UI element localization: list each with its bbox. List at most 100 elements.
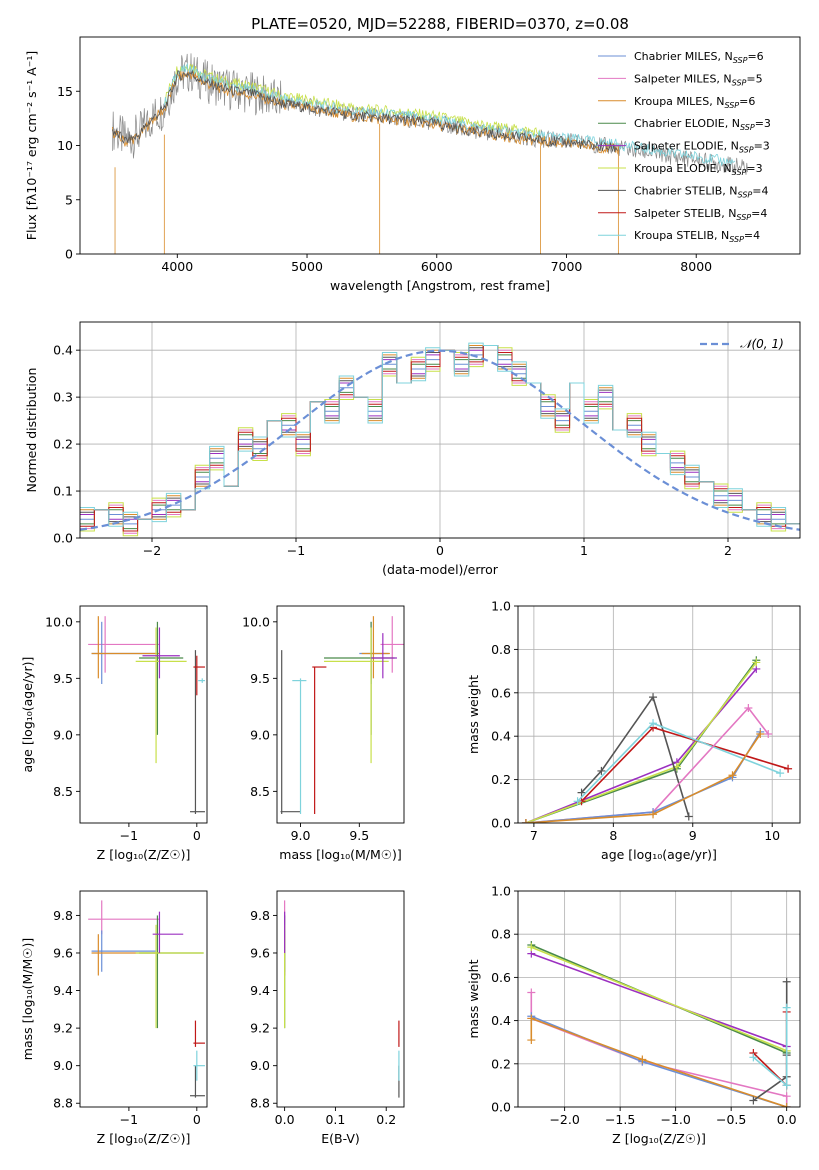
series-point-salpeter_miles (527, 988, 536, 997)
plot-area-residuals (80, 342, 800, 537)
legend-label: 𝒩(0, 1) (740, 337, 784, 351)
series-line-kroupa_elodie (525, 661, 757, 823)
y-tick-label: 0.4 (53, 343, 73, 358)
series-point-kroupa_miles (649, 810, 658, 819)
model-line-kroupa_miles (112, 70, 619, 155)
legend-text: Chabrier MILES, N (634, 50, 733, 63)
x-tick-label: 7000 (551, 259, 583, 274)
y-tick-label: 1.0 (491, 599, 511, 614)
y-tick-label: 15 (57, 84, 73, 99)
y-tick-label: 9.0 (250, 1058, 270, 1073)
y-tick-label: 9.8 (250, 908, 270, 923)
y-tick-label: 8.8 (250, 1096, 270, 1111)
panel-age_vs_mass: 9.0 9.5 8.5 9.0 9.5 10.0 mass [log₁₀(M/M☉)] (242, 605, 405, 862)
y-tick-label: 0.4 (491, 729, 511, 744)
axes-frame (79, 890, 208, 1108)
plot-area-spectrum (112, 53, 748, 254)
y-tick-label: 0.4 (491, 1013, 511, 1028)
x-tick-label: −1 (120, 1112, 138, 1127)
page-title: PLATE=0520, MJD=52288, FIBERID=0370, z=0… (251, 15, 629, 33)
series-point-kroupa_miles (756, 730, 765, 739)
series-point-kroupa_elodie (527, 943, 536, 952)
panel-mass_vs_z: −1 0 8.8 9.0 9.2 9.4 9.6 9.8 Z [log₁₀(Z/Z☉)] mass… (20, 890, 208, 1146)
legend-subscript: SSP (738, 190, 753, 199)
legend-label: Kroupa MILES, NSSP=6 (634, 95, 755, 110)
panel-age_vs_z: −1 0 8.5 9.0 9.5 10.0 Z [log₁₀(Z/Z☉)] age [log₁… (20, 605, 208, 862)
legend-suffix: =6 (739, 95, 755, 108)
series-point-kroupa_miles (782, 1103, 791, 1107)
series-point-kroupa_stelib (573, 797, 582, 806)
legend-subscript: SSP (736, 213, 751, 222)
x-tick-label: −0.5 (716, 1112, 746, 1127)
series-point-salpeter_stelib (784, 764, 793, 773)
legend-suffix: =3 (746, 162, 762, 175)
legend-subscript: SSP (732, 78, 747, 87)
y-axis-label: mass [log₁₀(M/M☉)] (20, 938, 35, 1060)
histogram-step-kroupa_stelib (80, 342, 800, 527)
x-tick-label: 0.0 (275, 1112, 295, 1127)
legend-text: Chabrier STELIB, N (634, 184, 738, 197)
x-tick-label: 2 (724, 543, 732, 558)
legend-suffix: =5 (746, 72, 762, 85)
y-tick-label: 9.6 (53, 945, 73, 960)
x-tick-label: 0 (436, 543, 444, 558)
y-tick-label: 10.0 (45, 614, 73, 629)
y-tick-label: 0.1 (53, 484, 73, 499)
y-tick-label: 10.0 (242, 614, 270, 629)
panel-mass_weight_vs_age: 7 8 9 10 0.0 0.2 0.4 0.6 0.8 1.0 age [log₁₀(age/yr… (466, 599, 801, 862)
legend-subscript: SSP (733, 56, 748, 65)
x-axis-label: Z [log₁₀(Z/Z☉)] (612, 1131, 706, 1146)
x-axis-label: mass [log₁₀(M/M☉)] (279, 847, 401, 862)
y-tick-label: 0.0 (491, 1100, 511, 1115)
x-tick-label: 8 (609, 828, 617, 843)
series-point-chabrier_stelib (782, 977, 791, 986)
axes-frame (276, 605, 405, 824)
y-tick-label: 5 (65, 192, 73, 207)
legend-label: Salpeter MILES, NSSP=5 (634, 72, 763, 87)
series-point-salpeter_miles (764, 730, 773, 739)
panel-mass_vs_ebv: 0.0 0.1 0.2 8.8 9.0 9.2 9.4 9.6 9.8 E(B-V) (250, 890, 405, 1146)
x-tick-label: 0.2 (376, 1112, 396, 1127)
series-point-chabrier_stelib (577, 788, 586, 797)
y-axis-label: mass weight (466, 959, 481, 1038)
x-tick-label: 0 (193, 1112, 201, 1127)
x-axis-label: age [log₁₀(age/yr)] (601, 847, 717, 862)
y-axis-label: Flux [fλ10⁻¹⁷ erg cm⁻² s⁻¹ A⁻¹] (24, 51, 39, 240)
y-axis-label: mass weight (466, 675, 481, 754)
axes-frame (517, 890, 801, 1108)
y-tick-label: 0.0 (53, 531, 73, 546)
y-tick-label: 9.2 (250, 1021, 270, 1036)
series-point-kroupa_stelib (649, 719, 658, 728)
panel-residuals: −2 −1 0 1 2 0.0 0.1 0.2 0.3 0.4 (data-model)/error… (24, 321, 801, 577)
x-tick-label: −2.0 (549, 1112, 579, 1127)
legend-suffix: =6 (747, 50, 763, 63)
x-tick-label: 10 (764, 828, 780, 843)
x-axis-label: Z [log₁₀(Z/Z☉)] (97, 1131, 191, 1146)
plot-area-mass_weight_vs_age (521, 656, 793, 823)
legend-label: Chabrier STELIB, NSSP=4 (634, 184, 768, 199)
x-tick-label: 5000 (291, 259, 323, 274)
legend-suffix: =3 (755, 117, 771, 130)
plot-area-mass_weight_vs_z (527, 941, 791, 1107)
legend-subscript: SSP (729, 235, 744, 244)
y-tick-label: 8.8 (53, 1096, 73, 1111)
series-point-kroupa_miles (638, 1055, 647, 1064)
x-tick-label: 9.0 (291, 828, 311, 843)
y-tick-label: 1.0 (491, 884, 511, 899)
x-tick-label: −2 (143, 543, 161, 558)
y-tick-label: 9.5 (53, 671, 73, 686)
y-tick-label: 9.0 (53, 1058, 73, 1073)
x-tick-label: 8000 (680, 259, 712, 274)
series-point-kroupa_stelib (782, 1081, 791, 1090)
plot-area-age_vs_mass (280, 616, 404, 814)
series-point-chabrier_stelib (649, 693, 658, 702)
axes-frame (79, 605, 208, 824)
series-point-kroupa_miles (728, 771, 737, 780)
series-point-kroupa_miles (527, 1014, 536, 1023)
y-tick-label: 9.8 (53, 908, 73, 923)
x-tick-label: 9 (689, 828, 697, 843)
x-tick-label: 0.1 (325, 1112, 345, 1127)
series-point-kroupa_elodie (752, 658, 761, 667)
series-point-kroupa_miles (521, 819, 530, 823)
y-tick-label: 9.5 (250, 671, 270, 686)
